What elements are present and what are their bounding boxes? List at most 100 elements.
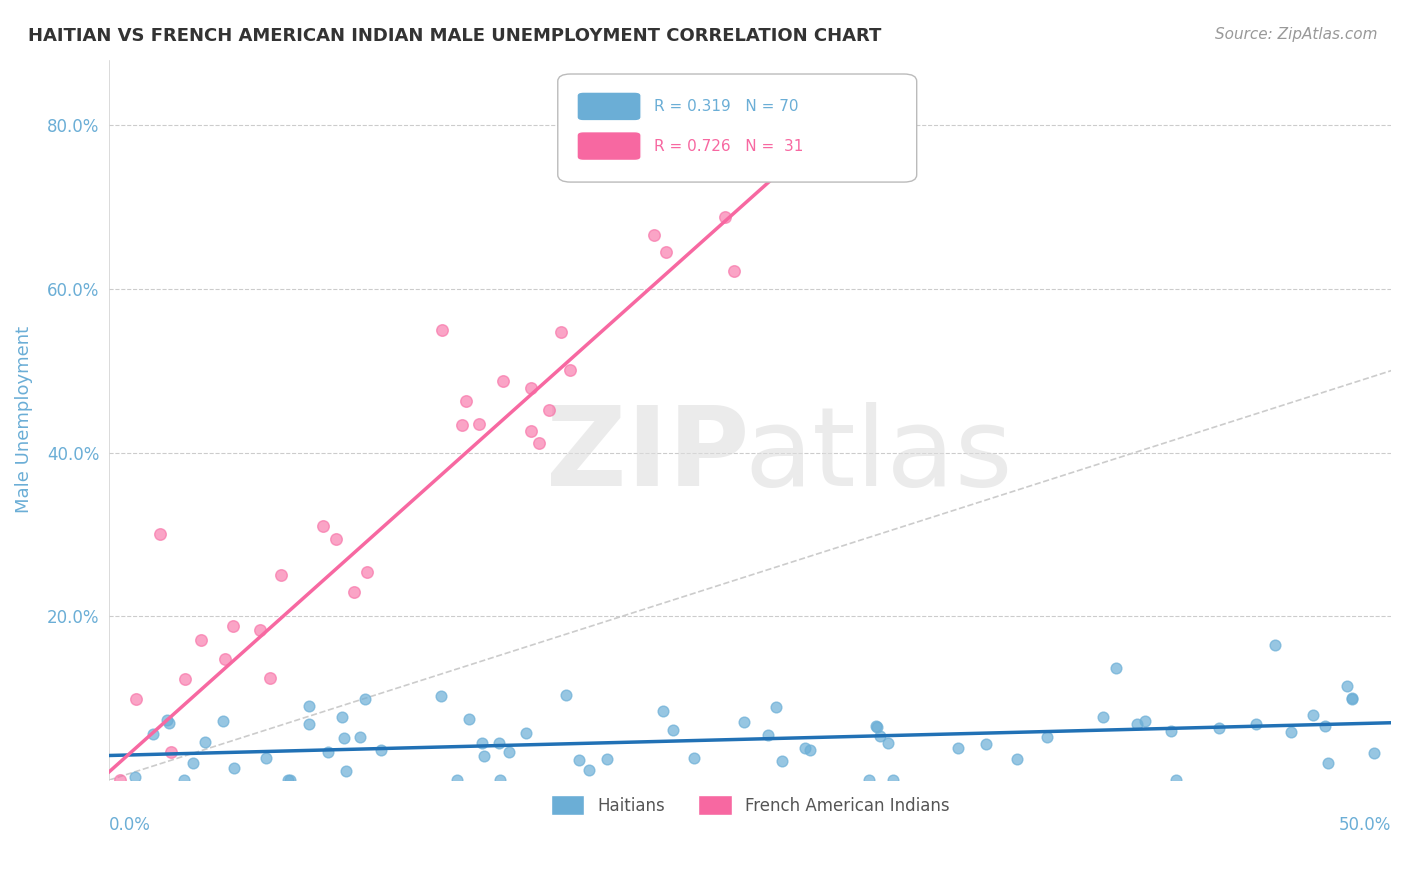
- Point: [1036, 730, 1059, 744]
- Point: [157, 716, 180, 731]
- Point: [194, 735, 217, 749]
- FancyBboxPatch shape: [576, 92, 641, 120]
- Point: [1091, 710, 1114, 724]
- Point: [259, 671, 281, 685]
- Point: [1005, 751, 1028, 765]
- Point: [356, 565, 378, 579]
- Point: [430, 689, 453, 703]
- Point: [1166, 773, 1188, 788]
- Point: [354, 691, 377, 706]
- Point: [1341, 690, 1364, 705]
- Point: [325, 532, 347, 546]
- Point: [173, 672, 195, 686]
- Point: [181, 756, 204, 771]
- Point: [451, 417, 474, 432]
- Text: 50.0%: 50.0%: [1339, 816, 1391, 834]
- Point: [224, 761, 246, 775]
- Point: [249, 623, 271, 637]
- Point: [343, 584, 366, 599]
- Point: [125, 691, 148, 706]
- Text: R = 0.319   N = 70: R = 0.319 N = 70: [654, 99, 799, 114]
- Point: [211, 714, 233, 728]
- Point: [948, 740, 970, 755]
- Point: [330, 709, 353, 723]
- Point: [568, 754, 591, 768]
- Point: [298, 698, 321, 713]
- Text: ZIP: ZIP: [546, 402, 749, 509]
- Point: [655, 245, 678, 260]
- Point: [1126, 716, 1149, 731]
- Point: [578, 763, 600, 777]
- Point: [370, 742, 392, 756]
- Point: [1341, 692, 1364, 706]
- Point: [527, 436, 550, 450]
- Point: [1208, 721, 1230, 735]
- Text: 0.0%: 0.0%: [110, 816, 150, 834]
- Point: [519, 424, 541, 438]
- Point: [723, 264, 745, 278]
- Point: [662, 723, 685, 738]
- Point: [124, 770, 146, 784]
- Point: [1279, 724, 1302, 739]
- Point: [316, 745, 339, 759]
- Point: [1316, 756, 1339, 770]
- Point: [1135, 714, 1157, 728]
- Point: [538, 403, 561, 417]
- Point: [492, 374, 515, 388]
- Text: atlas: atlas: [744, 402, 1012, 509]
- Point: [173, 773, 195, 788]
- Point: [335, 764, 357, 778]
- Point: [1244, 717, 1267, 731]
- Point: [865, 719, 887, 733]
- Point: [550, 325, 572, 339]
- FancyBboxPatch shape: [558, 74, 917, 182]
- Point: [683, 130, 706, 145]
- Point: [277, 773, 299, 788]
- Point: [458, 712, 481, 726]
- Point: [765, 699, 787, 714]
- Point: [254, 750, 277, 764]
- Point: [869, 729, 891, 743]
- Point: [858, 773, 880, 788]
- Point: [793, 741, 815, 756]
- Legend: Haitians, French American Indians: Haitians, French American Indians: [544, 789, 956, 822]
- Point: [142, 727, 165, 741]
- Y-axis label: Male Unemployment: Male Unemployment: [15, 326, 32, 514]
- Point: [498, 746, 520, 760]
- Point: [468, 417, 491, 431]
- Point: [733, 715, 755, 730]
- Point: [149, 527, 172, 541]
- Point: [651, 705, 673, 719]
- Point: [190, 633, 212, 648]
- Text: R = 0.726   N =  31: R = 0.726 N = 31: [654, 138, 803, 153]
- Point: [446, 773, 468, 788]
- Point: [1104, 661, 1126, 675]
- Point: [1160, 723, 1182, 738]
- Point: [1302, 707, 1324, 722]
- Point: [472, 748, 495, 763]
- Point: [877, 736, 900, 750]
- Point: [278, 773, 301, 788]
- Point: [756, 729, 779, 743]
- Point: [160, 745, 183, 759]
- Point: [1264, 638, 1286, 652]
- Point: [520, 381, 543, 395]
- FancyBboxPatch shape: [576, 132, 641, 161]
- Point: [349, 731, 371, 745]
- Point: [643, 228, 665, 243]
- Point: [471, 736, 494, 750]
- Point: [333, 731, 356, 745]
- Point: [1336, 680, 1358, 694]
- Point: [558, 363, 581, 377]
- Point: [298, 716, 321, 731]
- Point: [270, 568, 292, 582]
- Text: HAITIAN VS FRENCH AMERICAN INDIAN MALE UNEMPLOYMENT CORRELATION CHART: HAITIAN VS FRENCH AMERICAN INDIAN MALE U…: [28, 27, 882, 45]
- Point: [555, 689, 578, 703]
- Point: [108, 773, 131, 788]
- Point: [488, 735, 510, 749]
- Point: [714, 210, 737, 224]
- Point: [596, 752, 619, 766]
- Point: [799, 743, 821, 757]
- Point: [456, 393, 478, 408]
- Point: [156, 713, 179, 727]
